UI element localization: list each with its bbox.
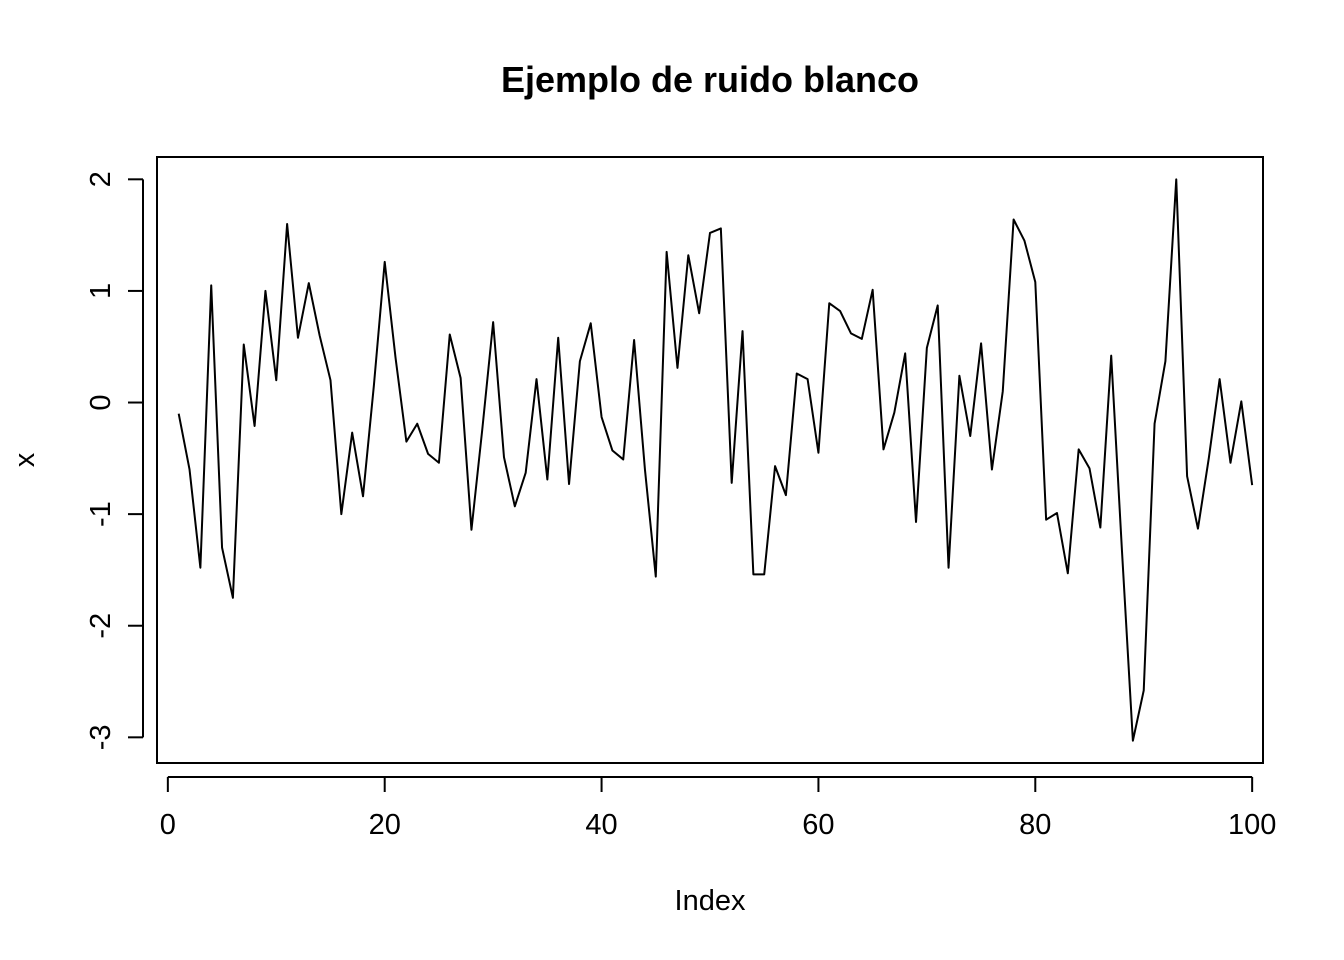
y-tick-label: -2 (85, 613, 117, 639)
x-axis: 0 20 40 60 80 100 (160, 776, 1276, 841)
x-tick-label: 100 (1228, 809, 1276, 841)
y-tick-label: -3 (85, 724, 117, 750)
y-tick-label: 1 (85, 283, 117, 299)
x-axis-label: Index (675, 885, 746, 917)
x-tick-label: 40 (585, 809, 617, 841)
y-axis: -3 -2 -1 0 1 2 (85, 171, 144, 750)
x-tick-label: 20 (369, 809, 401, 841)
y-tick-label: 0 (85, 394, 117, 410)
y-axis-label: x (9, 452, 41, 467)
plot-frame (156, 156, 1264, 764)
x-tick-label: 0 (160, 809, 176, 841)
x-tick-label: 80 (1019, 809, 1051, 841)
x-tick-label: 60 (802, 809, 834, 841)
y-tick-label: -1 (85, 501, 117, 527)
y-tick-label: 2 (85, 171, 117, 187)
series-line (177, 178, 1254, 742)
chart-title: Ejemplo de ruido blanco (501, 59, 919, 100)
